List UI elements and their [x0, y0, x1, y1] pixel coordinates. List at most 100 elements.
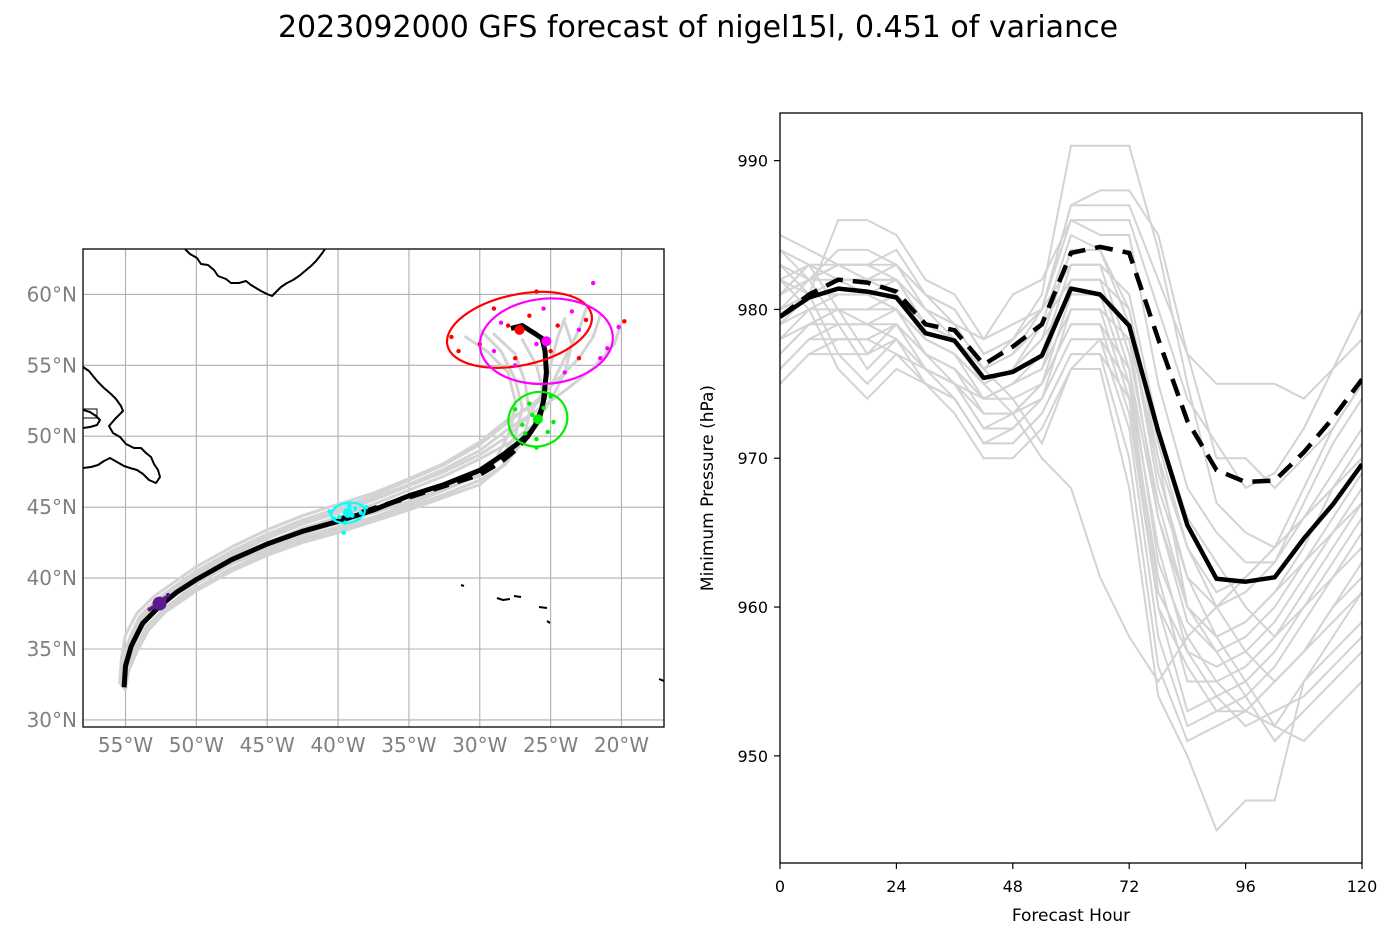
- pressure-chart: 0 24 48 72 96 120 950 960 970 980 990 Forecast Hou…: [698, 112, 1377, 926]
- member-position-dot: [352, 506, 358, 511]
- member-position-dot: [491, 348, 497, 354]
- member-position-dot: [555, 323, 560, 328]
- longitude-tick-label: 20°W: [594, 733, 649, 757]
- member-position-dot: [505, 323, 511, 328]
- member-position-dot: [498, 320, 504, 325]
- ensemble-pressure-line: [780, 322, 1362, 728]
- member-position-dot: [530, 412, 535, 418]
- latitude-tick-label: 40°N: [27, 566, 77, 590]
- ensemble-pressure-line: [780, 248, 1362, 639]
- ensemble-pressure-line: [780, 293, 1362, 743]
- x-tick-label: 0: [775, 877, 785, 896]
- y-axis-label: Minimum Pressure (hPa): [698, 385, 718, 591]
- mean-position-dot: [541, 336, 552, 347]
- y-tick-label: 950: [737, 747, 768, 766]
- mean-position-dot: [532, 414, 543, 425]
- member-position-dot: [534, 436, 539, 442]
- ensemble-pressure-line: [780, 263, 1362, 639]
- longitude-tick-label: 30°W: [452, 733, 507, 757]
- ensemble-pressure-line: [780, 248, 1362, 609]
- member-position-dot: [576, 327, 582, 333]
- ensemble-pressure-line: [780, 308, 1362, 743]
- forecast-group-48h: [327, 501, 369, 535]
- mean-pressure-line: [780, 286, 1362, 584]
- azores-island: [513, 595, 522, 598]
- member-position-dot: [562, 370, 568, 375]
- coast-box: [83, 408, 98, 419]
- member-position-dot: [569, 309, 575, 314]
- ensemble-pressure-line: [780, 337, 1362, 713]
- member-position-dot: [548, 348, 553, 354]
- forecast-group-72h: [507, 390, 569, 450]
- member-position-dot: [513, 363, 518, 368]
- member-position-dot: [147, 607, 152, 612]
- azores-island: [496, 597, 511, 601]
- member-position-dot: [527, 401, 532, 406]
- newfoundland-coast: [83, 366, 161, 484]
- ensemble-pressure-line: [780, 278, 1362, 684]
- member-position-dot: [551, 419, 556, 425]
- coastlines: [83, 249, 664, 682]
- longitude-tick-label: 45°W: [240, 733, 295, 757]
- y-tick-label: 980: [737, 300, 768, 319]
- forecast-group-120h: [478, 280, 621, 386]
- member-position-dot: [491, 306, 497, 311]
- map-gridlines: [83, 249, 664, 727]
- member-position-dot: [337, 514, 342, 520]
- forecast-positions: [147, 280, 627, 612]
- longitude-tick-label: 55°W: [98, 733, 153, 757]
- x-axis-label: Forecast Hour: [1012, 906, 1130, 926]
- mean-pressure-dashed: [780, 244, 1362, 485]
- latitude-tick-label: 50°N: [27, 424, 77, 448]
- track-map: 55°W 50°W 45°W 40°W 35°W 30°W 25°W 20°W 30°N 35°N…: [27, 248, 665, 757]
- member-position-dot: [358, 510, 363, 516]
- member-position-dot: [513, 356, 518, 361]
- x-tick-label: 96: [1235, 877, 1255, 896]
- member-position-dot: [605, 346, 610, 351]
- member-position-dot: [347, 503, 352, 508]
- member-position-dot: [449, 334, 454, 340]
- member-position-dot: [456, 348, 461, 354]
- y-tick-label: 990: [737, 152, 768, 171]
- latitude-tick-label: 45°N: [27, 495, 77, 519]
- latitude-tick-label: 55°N: [27, 353, 77, 377]
- member-position-dot: [576, 356, 582, 361]
- member-position-dot: [598, 356, 603, 361]
- map-background: [83, 249, 664, 727]
- ensemble-pressure-line: [780, 278, 1362, 728]
- newfoundland-coast-north: [83, 409, 101, 429]
- uncertainty-ellipse: [445, 290, 594, 369]
- latitude-tick-label: 35°N: [27, 637, 77, 661]
- greenland-coast: [184, 249, 326, 297]
- longitude-tick-label: 35°W: [381, 733, 436, 757]
- member-position-dot: [545, 429, 550, 435]
- member-position-dot: [520, 422, 525, 428]
- uncertainty-ellipse: [478, 297, 614, 386]
- member-position-dot: [622, 319, 627, 324]
- member-position-dot: [616, 324, 621, 330]
- azores-island: [546, 620, 551, 624]
- map-tick-labels: 55°W 50°W 45°W 40°W 35°W 30°W 25°W 20°W 30°N 35°N…: [27, 282, 650, 757]
- uncertainty-ellipse: [330, 501, 366, 525]
- ensemble-pressure-line: [780, 263, 1362, 683]
- member-position-dot: [541, 306, 546, 311]
- ensemble-track: [118, 307, 588, 685]
- pressure-plot-frame: [779, 112, 1363, 864]
- member-position-dot: [534, 341, 539, 347]
- forecast-group-96h: [445, 289, 627, 369]
- longitude-tick-label: 40°W: [310, 733, 365, 757]
- pressure-ticks: 0 24 48 72 96 120 950 960 970 980 990: [737, 152, 1377, 896]
- member-position-dot: [513, 407, 518, 412]
- latitude-tick-label: 30°N: [27, 708, 77, 732]
- member-position-dot: [583, 317, 589, 323]
- x-tick-label: 120: [1347, 877, 1378, 896]
- azores-island: [460, 584, 465, 587]
- ensemble-pressure-line: [780, 144, 1362, 549]
- member-position-dot: [590, 280, 596, 286]
- x-tick-label: 72: [1119, 877, 1139, 896]
- map-frame: [82, 248, 665, 728]
- mean-position-dot: [514, 324, 525, 335]
- mean-position-dot: [152, 596, 167, 611]
- member-position-dot: [541, 405, 546, 411]
